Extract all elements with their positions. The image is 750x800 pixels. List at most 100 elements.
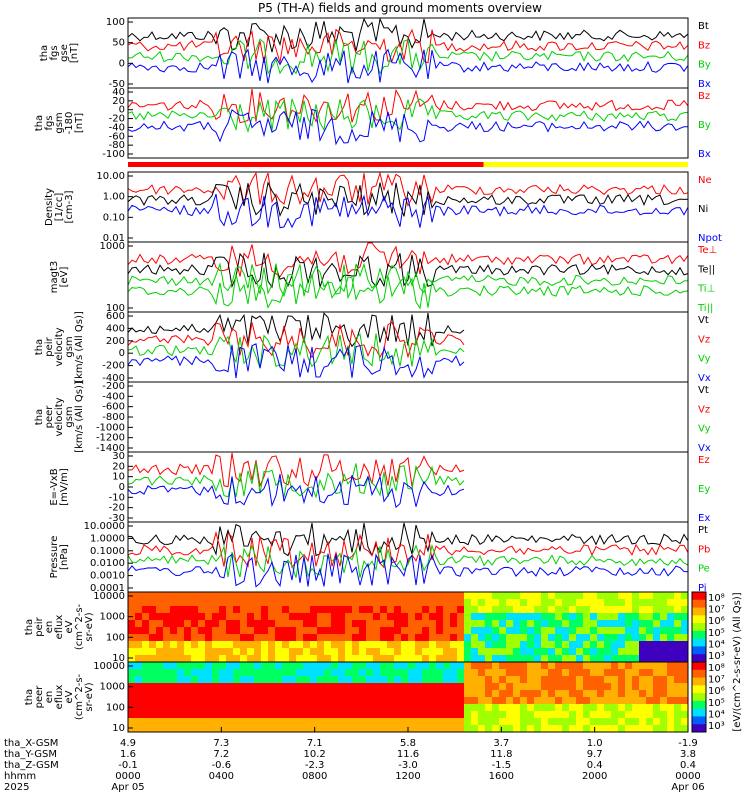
spectrogram-cell [268,606,276,614]
spectrogram-cell [555,592,563,600]
spectrogram-cell [625,641,633,649]
footer-row-label: hhmm [4,771,36,782]
footer-value: Apr 05 [111,782,144,793]
spectrogram-cell [513,697,521,705]
spectrogram-cell [289,676,297,684]
spectrogram-cell [142,592,150,600]
spectrogram-cell [576,676,584,684]
spectrogram-cell [674,655,682,663]
spectrogram-cell [660,669,668,677]
spectrogram-cell [408,620,416,628]
spectrogram-cell [534,613,542,621]
spectrogram-cell [219,697,227,705]
spectrogram-cell [632,599,640,607]
spectrogram-cell [583,683,591,691]
spectrogram-cell [653,718,661,726]
spectrogram-cell [184,641,192,649]
spectrogram-cell [394,599,402,607]
spectrogram-cell [415,634,423,642]
spectrogram-cell [667,655,675,663]
spectrogram-cell [520,711,528,719]
y-axis-label: [mV/m] [59,468,70,506]
spectrogram-cell [541,690,549,698]
spectrogram-cell [191,599,199,607]
spectrogram-cell [520,669,528,677]
spectrogram-cell [604,648,612,656]
spectrogram-cell [422,592,430,600]
legend-Vz: Vz [698,404,710,415]
y-axis-label: eflux [54,685,65,710]
spectrogram-cell [415,683,423,691]
spectrogram-cell [548,704,556,712]
spectrogram-cell [338,711,346,719]
spectrogram-cell [352,620,360,628]
spectrogram-cell [597,690,605,698]
spectrogram-cell [541,655,549,663]
spectrogram-cell [240,683,248,691]
spectrogram-cell [275,627,283,635]
spectrogram-cell [394,606,402,614]
spectrogram-cell [247,641,255,649]
spectrogram-cell [359,718,367,726]
spectrogram-cell [387,676,395,684]
spectrogram-cell [177,711,185,719]
colorbar-band [692,662,706,671]
spectrogram-cell [149,662,157,670]
spectrogram-cell [345,648,353,656]
spectrogram-cell [282,627,290,635]
spectrogram-cell [380,718,388,726]
spectrogram-cell [471,697,479,705]
spectrogram-cell [646,697,654,705]
footer-value: -2.3 [305,760,325,771]
spectrogram-cell [478,592,486,600]
spectrogram-cell [485,669,493,677]
spectrogram-cell [303,634,311,642]
spectrogram-cell [408,725,416,733]
spectrogram-cell [415,655,423,663]
spectrogram-cell [499,655,507,663]
spectrogram-cell [443,627,451,635]
spectrogram-cell [674,725,682,733]
spectrogram-cell [667,725,675,733]
spectrogram-cell [471,718,479,726]
colorbar-tick-label: 10⁷ [708,675,725,686]
spectrogram-cell [366,655,374,663]
spectrogram-cell [492,592,500,600]
spectrogram-cell [506,662,514,670]
spectrogram-cell [604,676,612,684]
colorbar-band [692,630,706,640]
spectrogram-cell [478,606,486,614]
spectrogram-cell [268,683,276,691]
spectrogram-cell [177,704,185,712]
y-tick-label: -60 [109,131,125,142]
spectrogram-cell [506,641,514,649]
spectrogram-cell [681,655,689,663]
spectrogram-cell [247,634,255,642]
spectrogram-cell [247,718,255,726]
spectrogram-cell [513,725,521,733]
spectrogram-cell [422,683,430,691]
spectrogram-cell [527,718,535,726]
spectrogram-cell [562,711,570,719]
spectrogram-cell [268,690,276,698]
colorbar-band [692,654,706,663]
spectrogram-cell [590,697,598,705]
spectrogram-cell [590,592,598,600]
spectrogram-cell [205,662,213,670]
spectrogram-cell [499,641,507,649]
spectrogram-cell [632,606,640,614]
spectrogram-cell [492,641,500,649]
spectrogram-cell [240,627,248,635]
spectrogram-cell [499,725,507,733]
spectrogram-cell [254,669,262,677]
spectrogram-cell [625,676,633,684]
legend-Vy: Vy [698,424,711,435]
spectrogram-cell [366,697,374,705]
spectrogram-cell [352,627,360,635]
spectrogram-cell [604,690,612,698]
y-tick-label: -80 [109,140,125,151]
y-tick-label: 10000 [93,661,125,672]
spectrogram-cell [576,725,584,733]
spectrogram-cell [527,711,535,719]
spectrogram-cell [513,718,521,726]
